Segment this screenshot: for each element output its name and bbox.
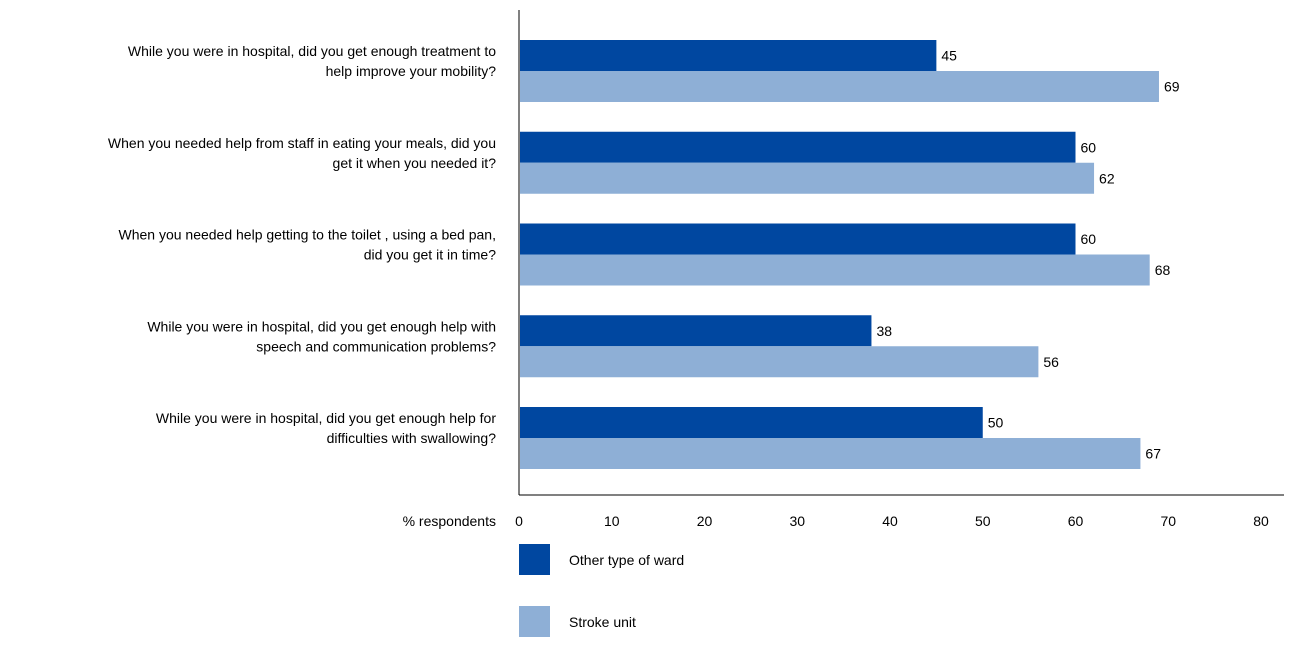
category-label-4-line-1: While you were in hospital, did you get … xyxy=(147,318,496,334)
data-label-stroke-unit-3: 68 xyxy=(1155,262,1171,278)
category-label-1-line-1: While you were in hospital, did you get … xyxy=(128,43,496,59)
bar-stroke-unit-4 xyxy=(520,346,1039,378)
data-label-stroke-unit-5: 67 xyxy=(1145,446,1161,462)
x-tick-label-30: 30 xyxy=(789,513,805,529)
legend-swatch-stroke-unit xyxy=(519,606,550,637)
legend: Other type of ward Stroke unit xyxy=(519,544,684,637)
bar-other-ward-1 xyxy=(520,40,937,71)
bar-stroke-unit-2 xyxy=(520,162,1095,194)
x-tick-label-80: 80 xyxy=(1253,513,1269,529)
data-label-stroke-unit-4: 56 xyxy=(1043,354,1059,370)
category-label-4-line-2: speech and communication problems? xyxy=(256,338,496,354)
x-tick-label-40: 40 xyxy=(882,513,898,529)
category-label-2-line-2: get it when you needed it? xyxy=(333,155,497,171)
category-label-3-line-1: When you needed help getting to the toil… xyxy=(118,227,496,243)
category-label-3-line-2: did you get it in time? xyxy=(364,247,497,263)
category-label-2-line-1: When you needed help from staff in eatin… xyxy=(108,135,496,151)
bar-stroke-unit-5 xyxy=(520,438,1141,469)
x-tick-label-0: 0 xyxy=(515,513,523,529)
x-axis-title: % respondents xyxy=(403,513,496,529)
x-tick-label-50: 50 xyxy=(975,513,991,529)
category-label-5-line-1: While you were in hospital, did you get … xyxy=(156,410,496,426)
legend-swatch-other-ward xyxy=(519,544,550,575)
data-label-other-ward-3: 60 xyxy=(1081,231,1097,247)
x-tick-labels: 0 10 20 30 40 50 60 70 80 xyxy=(515,513,1269,529)
x-tick-label-10: 10 xyxy=(604,513,620,529)
data-label-other-ward-2: 60 xyxy=(1081,139,1097,155)
data-label-other-ward-1: 45 xyxy=(941,48,957,64)
bar-other-ward-5 xyxy=(520,407,983,438)
bar-other-ward-4 xyxy=(520,315,872,347)
bar-other-ward-3 xyxy=(520,223,1076,255)
category-labels: While you were in hospital, did you get … xyxy=(108,43,496,446)
data-label-stroke-unit-2: 62 xyxy=(1099,170,1115,186)
x-tick-label-70: 70 xyxy=(1160,513,1176,529)
bar-stroke-unit-3 xyxy=(520,254,1150,286)
category-label-5-line-2: difficulties with swallowing? xyxy=(327,430,497,446)
x-tick-label-60: 60 xyxy=(1068,513,1084,529)
data-label-stroke-unit-1: 69 xyxy=(1164,79,1180,95)
bar-other-ward-2 xyxy=(520,131,1076,163)
category-label-1-line-2: help improve your mobility? xyxy=(326,63,497,79)
axes-layer xyxy=(518,10,1284,496)
legend-label-stroke-unit: Stroke unit xyxy=(569,614,636,630)
bar-stroke-unit-1 xyxy=(520,71,1159,102)
legend-label-other-ward: Other type of ward xyxy=(569,552,684,568)
data-label-other-ward-4: 38 xyxy=(876,323,892,339)
data-label-other-ward-5: 50 xyxy=(988,415,1004,431)
x-tick-label-20: 20 xyxy=(697,513,713,529)
